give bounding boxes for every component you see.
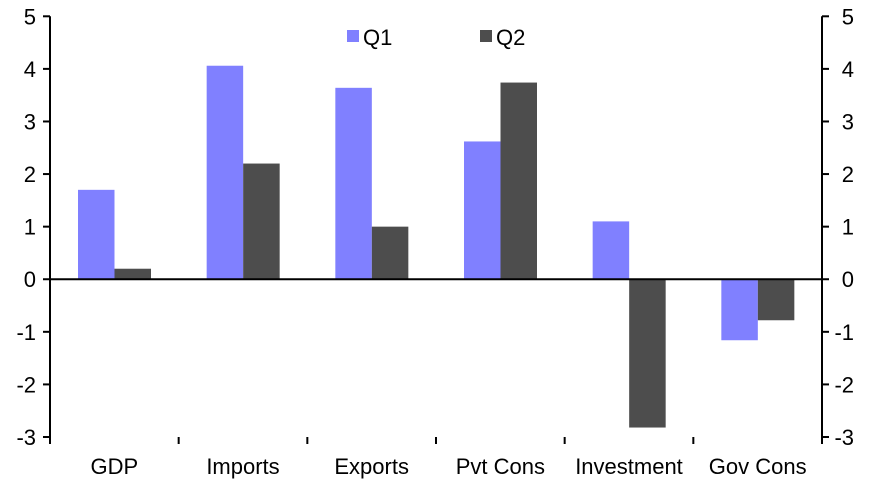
bars-group (78, 65, 795, 428)
bar-q1-investment (592, 221, 630, 280)
legend-label-q1: Q1 (363, 25, 392, 50)
x-tick-label: Exports (334, 454, 409, 479)
y-tick-label-left: -1 (16, 320, 36, 345)
y-tick-label-left: 0 (24, 267, 36, 292)
bar-q1-exports (335, 87, 372, 280)
bar-q2-exports (371, 226, 409, 280)
x-tick-label: Investment (575, 454, 683, 479)
y-tick-label-left: 5 (24, 4, 36, 29)
y-tick-label-right: -2 (834, 372, 854, 397)
bar-q1-imports (206, 65, 244, 280)
y-tick-label-left: 3 (24, 109, 36, 134)
y-tick-label-right: -1 (834, 320, 854, 345)
y-tick-label-right: 4 (842, 57, 854, 82)
x-tick-label: Pvt Cons (456, 454, 545, 479)
legend-label-q2: Q2 (496, 25, 525, 50)
bar-q2-imports (243, 163, 280, 280)
bar-q1-pvt-cons (464, 141, 501, 280)
y-tick-label-left: -3 (16, 425, 36, 450)
legend: Q1 Q2 (347, 25, 525, 50)
y-tick-label-left: 4 (24, 57, 36, 82)
legend-swatch-q2 (480, 30, 492, 42)
bar-q1-gdp (78, 189, 115, 280)
bar-q2-gov-cons (757, 279, 795, 321)
y-tick-label-right: 3 (842, 109, 854, 134)
x-tick-label: Gov Cons (709, 454, 807, 479)
legend-swatch-q1 (347, 30, 359, 42)
y-tick-label-right: 0 (842, 267, 854, 292)
y-tick-label-right: -3 (834, 425, 854, 450)
x-tick-label: Imports (206, 454, 279, 479)
bar-q2-pvt-cons (500, 82, 537, 280)
bar-q1-gov-cons (721, 279, 758, 341)
y-tick-label-right: 5 (842, 4, 854, 29)
bar-q2-gdp (114, 268, 151, 280)
axes-group: 5 5 4 4 3 3 2 2 1 1 0 0 -1 -1 -2 -2 -3 -3 GDP Imports Export… (16, 4, 854, 479)
y-tick-label-left: -2 (16, 372, 36, 397)
y-tick-label-left: 1 (24, 215, 36, 240)
y-tick-label-right: 2 (842, 162, 854, 187)
y-tick-label-left: 2 (24, 162, 36, 187)
bar-q2-investment (629, 279, 666, 428)
x-tick-label: GDP (90, 454, 138, 479)
y-tick-label-right: 1 (842, 215, 854, 240)
